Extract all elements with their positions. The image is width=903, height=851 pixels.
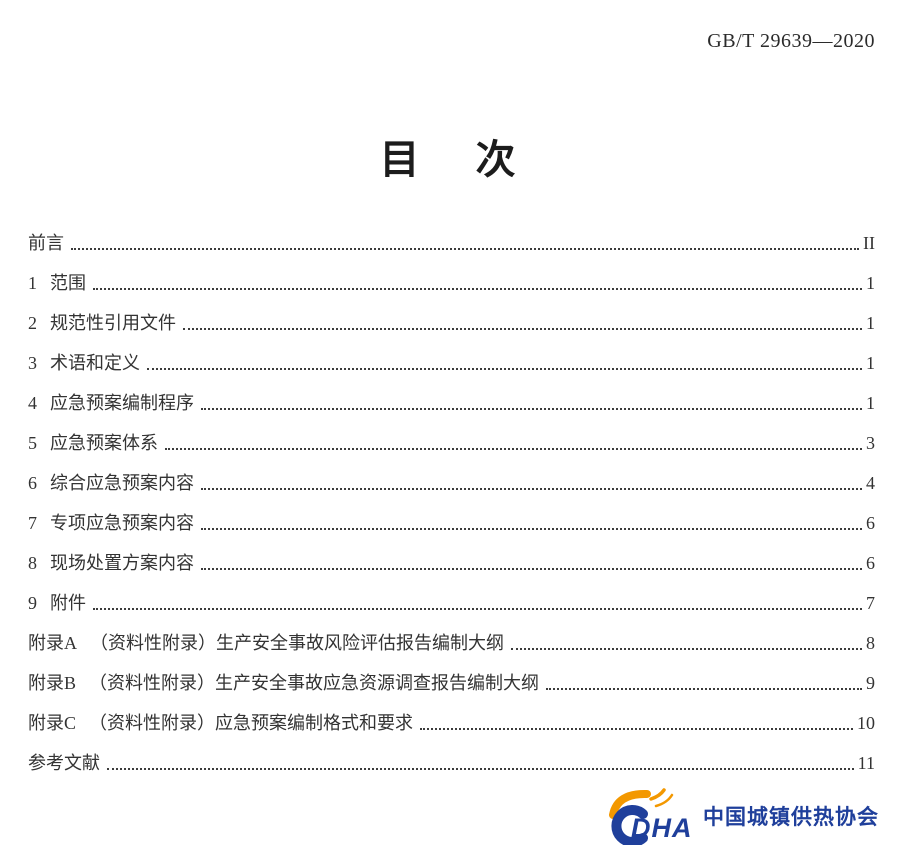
toc-dotted-leader [201,488,862,490]
toc-entry-page-number: 9 [866,673,875,693]
toc-dotted-leader [93,288,862,290]
toc-entry-title: 应急预案体系 [50,433,158,453]
toc-entry-title: 前言 [28,233,64,253]
toc-row: 3 术语和定义 1 [28,350,875,376]
toc-entry-title: 术语和定义 [50,353,140,373]
toc-row: 参考文献 11 [28,750,875,776]
toc-entry-page-number: 4 [866,473,875,493]
logo-wave-large-icon [654,793,674,808]
toc-row: 8 现场处置方案内容 6 [28,550,875,576]
logo-flame-arc-icon [609,789,651,819]
toc-list: 前言 II 1 范围 1 2 规范性引用文件 1 3 术语和定义 1 4 应急预… [28,230,875,776]
toc-entry-number: 5 [28,433,37,453]
toc-entry-number: 6 [28,473,37,493]
toc-row: 前言 II [28,230,875,256]
association-logo: DHA 中国城镇供热协会 [601,787,879,845]
toc-row: 5 应急预案体系 3 [28,430,875,456]
toc-entry-title: 参考文献 [28,753,100,773]
toc-dotted-leader [511,648,862,650]
toc-dotted-leader [420,728,853,730]
toc-entry-page-number: 7 [866,593,875,613]
toc-dotted-leader [183,328,862,330]
toc-dotted-leader [71,248,859,250]
toc-dotted-leader [546,688,862,690]
toc-entry-number: 1 [28,273,37,293]
toc-entry-title: 附件 [50,593,86,613]
toc-dotted-leader [93,608,862,610]
toc-row: 9 附件 7 [28,590,875,616]
toc-entry-title: 综合应急预案内容 [50,473,194,493]
toc-entry-page-number: 8 [866,633,875,653]
toc-entry-title: 专项应急预案内容 [50,513,194,533]
toc-entry-number: 附录A [28,633,77,653]
toc-entry-page-number: 1 [866,393,875,413]
page-title: 目 次 [379,138,524,182]
toc-dotted-leader [107,768,854,770]
standard-number: GB/T 29639—2020 [707,30,875,52]
toc-entry-page-number: 11 [857,753,875,773]
toc-row: 7 专项应急预案内容 6 [28,510,875,536]
toc-dotted-leader [201,568,862,570]
toc-entry-title: 应急预案编制程序 [50,393,194,413]
toc-entry-number: 9 [28,593,37,613]
logo-c-swoosh-icon [611,805,648,845]
toc-entry-title: （资料性附录）生产安全事故风险评估报告编制大纲 [90,633,504,653]
toc-entry-number: 3 [28,353,37,373]
toc-entry-number: 8 [28,553,37,573]
toc-entry-number: 附录B [28,673,77,693]
toc-entry-number: 4 [28,393,37,413]
toc-row: 1 范围 1 [28,270,875,296]
toc-entry-number: 2 [28,313,37,333]
toc-entry-page-number: 6 [866,553,875,573]
cdha-logo-mark-icon: DHA [609,788,693,845]
logo-acronym: DHA [631,813,693,843]
toc-entry-title: 范围 [50,273,86,293]
toc-entry-page-number: 3 [866,433,875,453]
toc-row: 附录A （资料性附录）生产安全事故风险评估报告编制大纲 8 [28,630,875,656]
toc-entry-title: （资料性附录）生产安全事故应急资源调查报告编制大纲 [89,673,540,693]
toc-entry-page-number: II [863,233,875,253]
toc-entry-title: 规范性引用文件 [50,313,176,333]
toc-entry-page-number: 1 [866,313,875,333]
toc-dotted-leader [147,368,862,370]
toc-row: 4 应急预案编制程序 1 [28,390,875,416]
toc-entry-number: 附录C [28,713,77,733]
toc-entry-title: 现场处置方案内容 [50,553,194,573]
toc-entry-page-number: 10 [857,713,875,733]
toc-row: 附录B （资料性附录）生产安全事故应急资源调查报告编制大纲 9 [28,670,875,696]
toc-entry-title: （资料性附录）应急预案编制格式和要求 [89,713,414,733]
toc-entry-page-number: 1 [866,273,875,293]
toc-row: 附录C （资料性附录）应急预案编制格式和要求 10 [28,710,875,736]
toc-dotted-leader [165,448,862,450]
toc-entry-number: 7 [28,513,37,533]
toc-dotted-leader [201,408,862,410]
toc-entry-page-number: 1 [866,353,875,373]
toc-dotted-leader [201,528,862,530]
association-name: 中国城镇供热协会 [703,806,879,829]
toc-row: 6 综合应急预案内容 4 [28,470,875,496]
logo-wave-small-icon [649,788,666,801]
toc-row: 2 规范性引用文件 1 [28,310,875,336]
toc-entry-page-number: 6 [866,513,875,533]
